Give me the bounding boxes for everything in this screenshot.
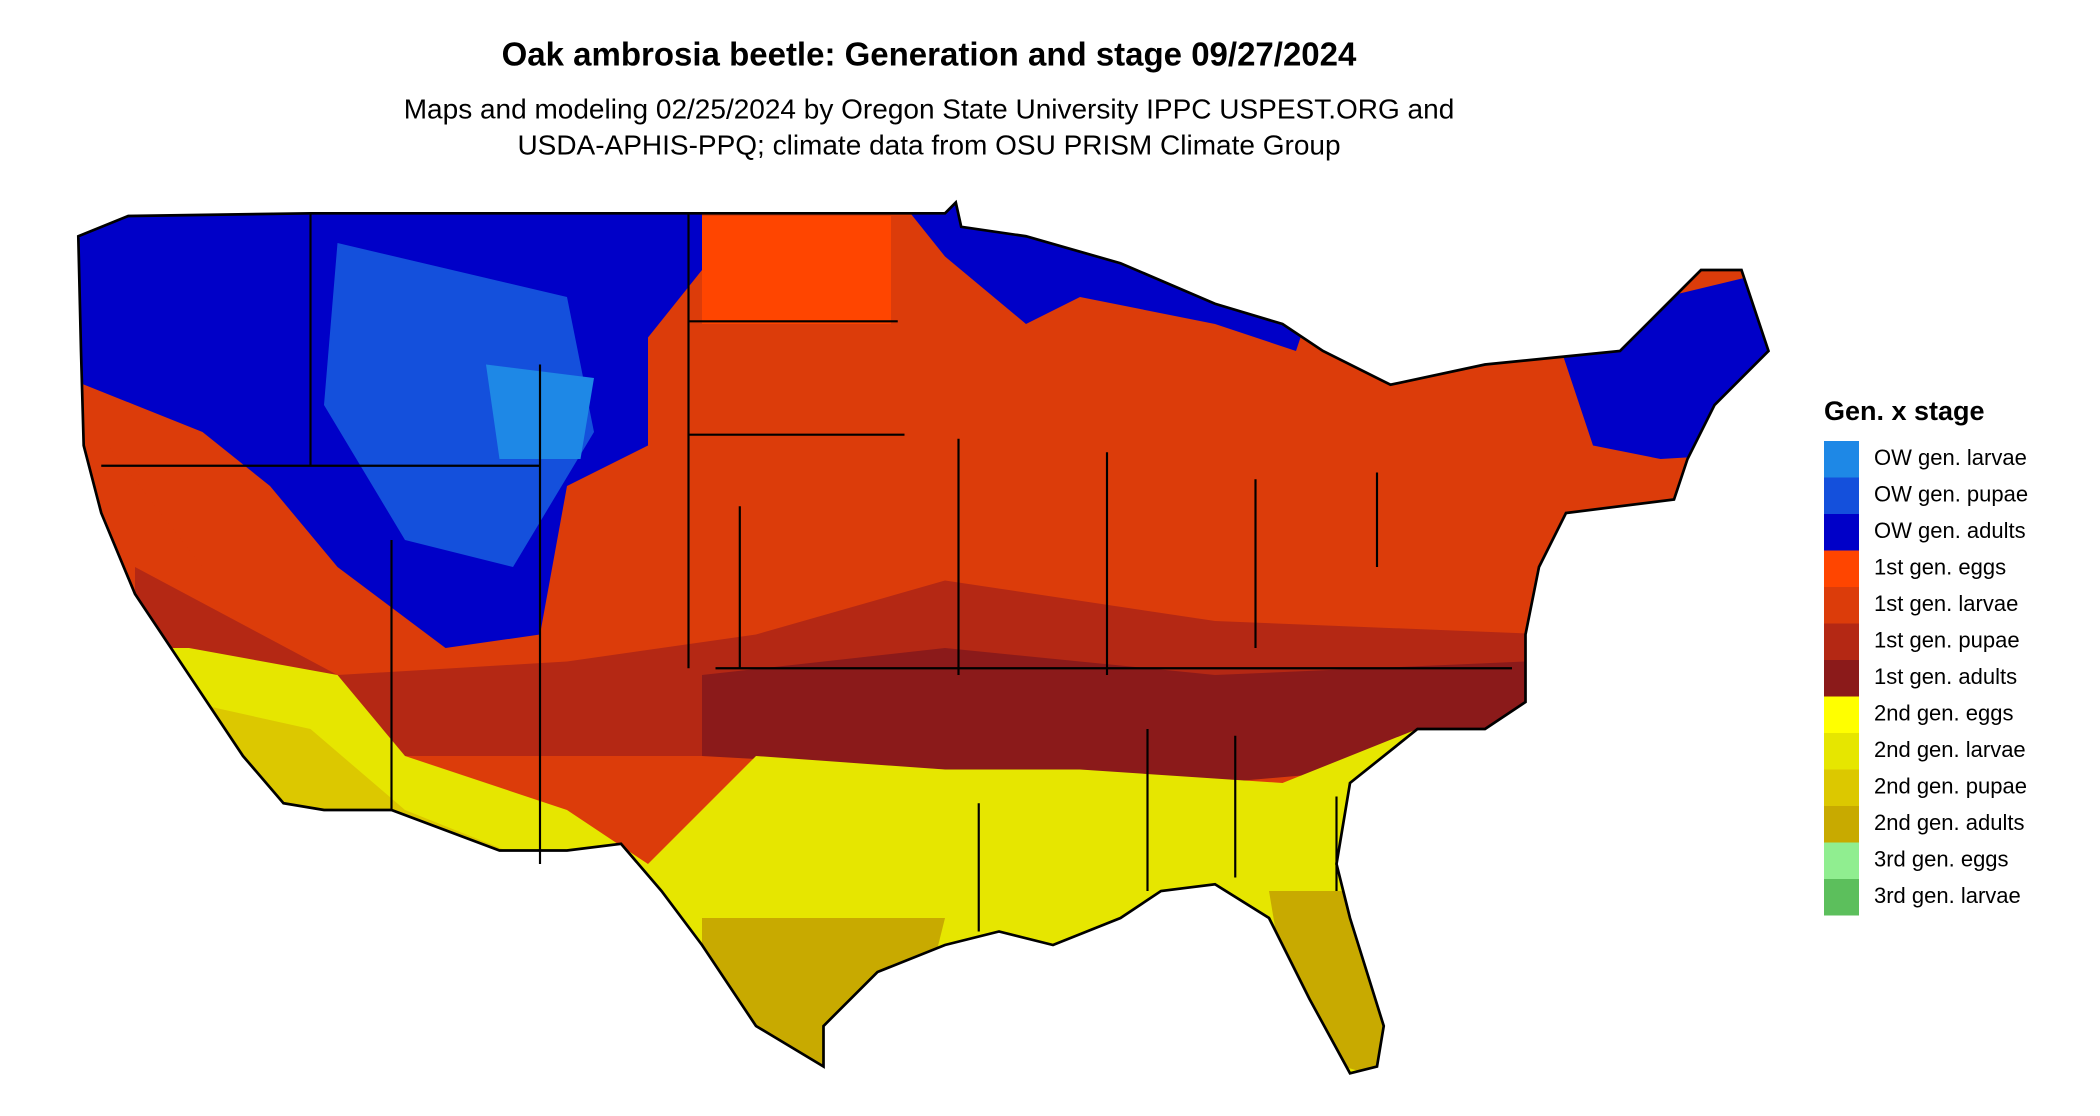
legend-swatch xyxy=(1824,769,1859,806)
legend-swatch xyxy=(1824,623,1859,660)
map-title: Oak ambrosia beetle: Generation and stag… xyxy=(502,36,1357,73)
stage-regions xyxy=(78,202,1769,1074)
legend-label: OW gen. pupae xyxy=(1874,481,2028,506)
legend-label: OW gen. larvae xyxy=(1874,445,2027,470)
state-borders xyxy=(101,213,1513,932)
legend-swatch xyxy=(1824,842,1859,879)
legend-label: 2nd gen. pupae xyxy=(1874,773,2027,798)
legend-swatch xyxy=(1824,733,1859,770)
legend-swatch xyxy=(1824,441,1859,478)
legend-swatch xyxy=(1824,660,1859,697)
legend-swatch xyxy=(1824,514,1859,551)
legend-title: Gen. x stage xyxy=(1824,396,1985,426)
legend-label: 2nd gen. adults xyxy=(1874,810,2024,835)
legend-swatch xyxy=(1824,477,1859,514)
legend-swatch xyxy=(1824,806,1859,843)
legend-label: 1st gen. adults xyxy=(1874,664,2017,689)
subtitle: Maps and modeling 02/25/2024 by Oregon S… xyxy=(404,93,1455,124)
legend-label: 2nd gen. larvae xyxy=(1874,737,2026,762)
legend-label: 2nd gen. eggs xyxy=(1874,700,2013,725)
legend-swatch xyxy=(1824,550,1859,587)
legend-label: 1st gen. larvae xyxy=(1874,591,2018,616)
legend-swatch xyxy=(1824,879,1859,916)
legend-label: 3rd gen. eggs xyxy=(1874,846,2009,871)
subtitle: USDA-APHIS-PPQ; climate data from OSU PR… xyxy=(517,129,1340,160)
legend-label: 1st gen. eggs xyxy=(1874,554,2006,579)
legend-label: 1st gen. pupae xyxy=(1874,627,2020,652)
us-map xyxy=(76,201,1770,1075)
legend-label: 3rd gen. larvae xyxy=(1874,883,2021,908)
legend-swatch xyxy=(1824,587,1859,624)
legend: OW gen. larvae OW gen. pupae OW gen. adult… xyxy=(1824,441,2028,916)
legend-swatch xyxy=(1824,696,1859,733)
legend-label: OW gen. adults xyxy=(1874,518,2026,543)
